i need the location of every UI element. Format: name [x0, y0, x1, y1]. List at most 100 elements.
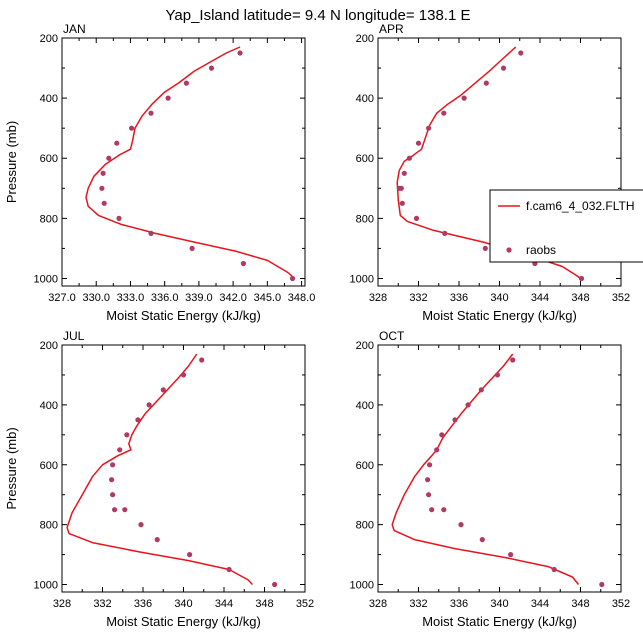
raobs-point — [452, 417, 458, 423]
raobs-point — [116, 215, 122, 221]
raobs-point — [442, 230, 448, 236]
panel-apr: APR 328 332 336 340 344 348 352 200 400 600 800 1000… — [350, 22, 631, 323]
x-tick-label: 327.0 — [48, 292, 76, 304]
y-tick-label: 1000 — [350, 273, 374, 285]
y-tick-label: 800 — [356, 520, 374, 532]
raobs-point — [129, 125, 135, 131]
raobs-point — [99, 185, 105, 191]
x-axis-label: Moist Static Energy (kJ/kg) — [422, 308, 577, 323]
raobs-point — [208, 65, 215, 71]
raobs-point — [114, 140, 120, 146]
y-tick-label: 200 — [356, 340, 374, 352]
raobs-point — [500, 65, 507, 71]
raobs-point — [441, 507, 447, 513]
x-tick-label: 340 — [490, 292, 508, 304]
x-tick-label: 328 — [369, 292, 387, 304]
raobs-point — [441, 110, 447, 116]
panel-title: JUL — [63, 329, 85, 343]
series-line-model — [85, 46, 296, 280]
x-tick-label: 348 — [255, 598, 273, 610]
x-tick-label: 332 — [409, 598, 427, 610]
raobs-point — [399, 200, 405, 206]
raobs-point — [109, 477, 115, 483]
raobs-point — [479, 537, 485, 543]
raobs-point — [494, 372, 501, 378]
y-tick-label: 400 — [356, 93, 374, 105]
y-tick-label: 800 — [40, 520, 58, 532]
raobs-point — [124, 432, 130, 438]
raobs-point — [226, 566, 232, 573]
y-axis-label: Pressure (mb) — [4, 121, 19, 203]
y-tick-label: 1000 — [350, 580, 374, 592]
raobs-point — [482, 245, 488, 251]
raobs-point — [272, 581, 278, 588]
raobs-point — [165, 95, 171, 101]
raobs-point — [148, 110, 154, 116]
raobs-point — [237, 50, 243, 56]
raobs-point — [458, 522, 464, 528]
raobs-point — [110, 492, 116, 498]
raobs-point — [429, 507, 435, 513]
panel-title: JAN — [63, 22, 86, 36]
raobs-point — [426, 125, 432, 131]
x-tick-label: 352 — [612, 598, 630, 610]
x-tick-label: 345.0 — [254, 292, 282, 304]
x-tick-label: 336 — [450, 292, 468, 304]
raobs-point — [578, 275, 585, 282]
legend-obs-label: raobs — [526, 243, 556, 257]
panel-oct: OCT 328 332 336 340 344 348 352 200 400 600 800 1000… — [350, 329, 631, 629]
y-tick-label: 1000 — [34, 273, 58, 285]
x-tick-label: 342.0 — [219, 292, 247, 304]
x-tick-label: 352 — [296, 598, 314, 610]
raobs-point — [199, 357, 205, 363]
raobs-point — [401, 170, 407, 176]
series-line-model — [391, 353, 580, 585]
x-tick-label: 333.0 — [117, 292, 145, 304]
raobs-point — [148, 230, 154, 236]
raobs-point — [427, 462, 433, 468]
raobs-point — [599, 581, 605, 588]
x-tick-label: 336.0 — [151, 292, 179, 304]
x-axis-label: Moist Static Energy (kJ/kg) — [106, 308, 261, 323]
raobs-point — [478, 387, 484, 393]
y-tick-label: 1000 — [34, 580, 58, 592]
x-axis-label: Moist Static Energy (kJ/kg) — [106, 614, 261, 629]
x-axis-label: Moist Static Energy (kJ/kg) — [422, 614, 577, 629]
x-tick-label: 348 — [571, 598, 589, 610]
x-tick-label: 344 — [215, 598, 233, 610]
raobs-point — [106, 155, 112, 161]
raobs-point — [426, 492, 432, 498]
raobs-point — [183, 80, 189, 86]
x-tick-label: 336 — [450, 598, 468, 610]
y-tick-label: 800 — [40, 213, 58, 225]
panels: JAN 327.0 330.0 333.0 336.0 339.0 342.0 345.0 34… — [4, 22, 630, 629]
y-tick-label: 200 — [40, 340, 58, 352]
raobs-point — [510, 357, 516, 363]
y-tick-label: 600 — [40, 460, 58, 472]
x-tick-label: 340 — [490, 598, 508, 610]
series-line-model — [66, 353, 253, 586]
x-tick-label: 348.0 — [288, 292, 316, 304]
x-tick-label: 336 — [134, 598, 152, 610]
raobs-point — [187, 552, 193, 558]
raobs-point — [439, 432, 445, 438]
raobs-point — [415, 140, 422, 146]
raobs-point — [154, 537, 160, 543]
panel-title: OCT — [379, 329, 405, 343]
raobs-point — [112, 507, 118, 513]
raobs-point — [413, 215, 420, 221]
raobs-point — [135, 417, 141, 423]
raobs-point — [461, 95, 467, 101]
y-tick-label: 400 — [40, 400, 58, 412]
raobs-point — [406, 155, 412, 161]
raobs-point — [189, 245, 195, 251]
plot-frame — [61, 37, 306, 287]
raobs-point — [465, 402, 471, 408]
y-axis-label: Pressure (mb) — [4, 427, 19, 509]
legend-model-label: f.cam6_4_032.FLTH — [526, 199, 635, 213]
legend-obs-marker — [506, 247, 512, 253]
x-tick-label: 328 — [53, 598, 71, 610]
y-tick-label: 600 — [40, 153, 58, 165]
plot-frame — [377, 344, 622, 593]
y-tick-label: 800 — [356, 213, 374, 225]
